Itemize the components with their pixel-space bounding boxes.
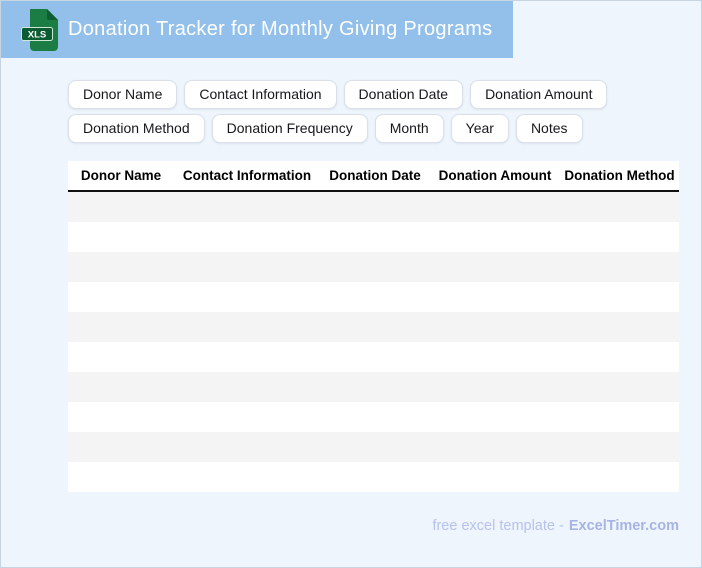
table-row xyxy=(68,252,679,282)
field-chip-month[interactable]: Month xyxy=(374,114,444,143)
table-row xyxy=(68,222,679,252)
field-chip-contact-information[interactable]: Contact Information xyxy=(184,80,337,109)
column-header-donation-method: Donation Method xyxy=(564,168,675,183)
column-header-donor-name: Donor Name xyxy=(80,168,162,183)
table-row xyxy=(68,192,679,222)
field-chip-donation-date[interactable]: Donation Date xyxy=(343,80,464,109)
table-row xyxy=(68,342,679,372)
xls-icon-label: XLS xyxy=(28,30,46,41)
field-chip-donation-frequency[interactable]: Donation Frequency xyxy=(211,114,368,143)
header-banner: XLS Donation Tracker for Monthly Giving … xyxy=(1,1,513,58)
chip-row-2: Donation Method Donation Frequency Month Ye… xyxy=(68,114,607,143)
field-chips: Donor Name Contact Information Donation Da… xyxy=(68,80,608,148)
field-chip-year[interactable]: Year xyxy=(450,114,509,143)
field-chip-donor-name[interactable]: Donor Name xyxy=(68,80,178,109)
table-row xyxy=(68,312,679,342)
table-row xyxy=(68,402,679,432)
footer-text: free excel template - xyxy=(432,518,564,534)
footer-brand-link[interactable]: ExcelTimer.com xyxy=(568,518,679,534)
table-row xyxy=(68,462,679,492)
field-chip-donation-amount[interactable]: Donation Amount xyxy=(470,80,608,109)
xls-file-icon: XLS xyxy=(21,9,58,51)
column-header-contact-information: Contact Information xyxy=(182,168,312,183)
table-row xyxy=(68,282,679,312)
table-body xyxy=(68,192,679,492)
footer: free excel template - ExcelTimer.com xyxy=(432,518,679,534)
table-row xyxy=(68,372,679,402)
table-header-row: Donor Name Contact Information Donation Da… xyxy=(68,161,679,192)
field-chip-notes[interactable]: Notes xyxy=(515,114,583,143)
column-header-donation-date: Donation Date xyxy=(329,168,421,183)
table-row xyxy=(68,432,679,462)
chip-row-1: Donor Name Contact Information Donation Da… xyxy=(68,80,608,109)
page-title: Donation Tracker for Monthly Giving Prog… xyxy=(68,18,493,40)
field-chip-donation-method[interactable]: Donation Method xyxy=(68,114,205,143)
column-header-donation-amount: Donation Amount xyxy=(438,168,552,183)
donation-table: Donor Name Contact Information Donation Da… xyxy=(68,161,679,492)
